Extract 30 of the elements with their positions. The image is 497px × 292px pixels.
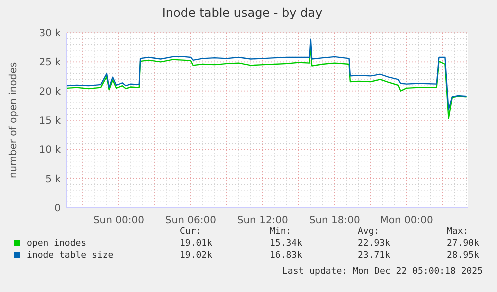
x-tick-label: Sun 00:00 (93, 216, 144, 226)
legend-label: inode table size (27, 251, 114, 261)
text: 15.34k (270, 239, 304, 249)
text: 16.83k (270, 251, 304, 261)
y-tick-label: 30 k (39, 28, 62, 40)
text: Min: (270, 227, 292, 237)
y-tick-label: 25 k (39, 58, 62, 69)
text: 19.02k (180, 251, 214, 261)
y-tick-label: 5 k (46, 174, 62, 186)
text: 28.95k (447, 251, 480, 261)
text: Avg: (358, 227, 380, 237)
text: 22.93k (358, 239, 392, 249)
y-axis-title: number of open inodes (8, 62, 20, 179)
y-tick-label: 10 k (39, 145, 62, 156)
legend-label: open inodes (27, 239, 87, 249)
y-tick-label: 0 (54, 204, 61, 214)
text: 27.90k (447, 239, 480, 249)
x-tick-label: Sun 18:00 (309, 216, 360, 226)
chart-title: Inode table usage - by day (162, 6, 323, 20)
x-tick-label: Sun 12:00 (237, 216, 288, 226)
x-tick-label: Mon 00:00 (380, 216, 434, 226)
y-tick-label: 20 k (39, 86, 62, 98)
x-tick-label: Sun 06:00 (165, 216, 216, 226)
text: 19.01k (180, 239, 214, 249)
text: Cur: (180, 227, 202, 237)
line-series (66, 38, 468, 111)
text: 23.71k (358, 251, 392, 261)
text: Max: (447, 227, 469, 237)
text: Last update: Mon Dec 22 05:00:18 2025 (282, 267, 483, 277)
y-tick-label: 15 k (39, 116, 62, 127)
